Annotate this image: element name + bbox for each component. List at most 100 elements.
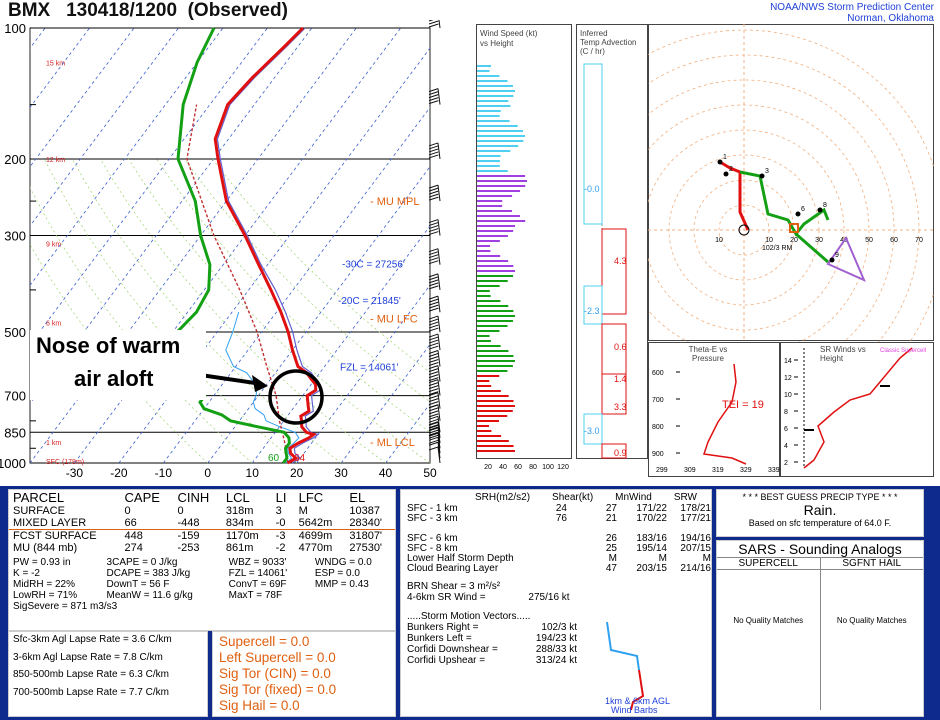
kin-cell: SFC - 6 km (407, 533, 458, 544)
barb-staff (437, 392, 441, 409)
kin-cell: 26 (605, 533, 617, 544)
barb-flag (428, 257, 439, 262)
barb-flag (428, 100, 439, 105)
kin-cell (567, 523, 617, 533)
barb-staff (438, 20, 441, 29)
parcel-cell: 31807' (349, 530, 383, 542)
kin-cell: 25 (605, 543, 617, 554)
pressure-label-100: 100 (4, 21, 26, 36)
barb-flag (428, 231, 439, 236)
barb-flag (428, 151, 439, 156)
isotherm (296, 284, 430, 463)
severe-index: Sig Tor (fixed) = 0.0 (219, 682, 337, 697)
kin-cell: Lower Half Storm Depth (407, 553, 514, 564)
height-label: 1 km (46, 440, 61, 447)
hodo-level-label: 2 (729, 166, 733, 173)
sr-winds-title: SR Winds vs Height (820, 345, 866, 363)
kin-cell: 76 (555, 513, 567, 524)
parcel-stat-cell: DownT = 56 F (106, 579, 170, 590)
hodo-tick: 20 (790, 237, 798, 244)
severe-index: Left Supercell = 0.0 (219, 650, 336, 665)
barb-flag (428, 436, 439, 441)
barb-staff (437, 185, 441, 202)
barb-flag (428, 282, 439, 287)
kin-cell: 203/15 (636, 563, 667, 574)
parcel-stat-cell: MaxT = 78F (228, 590, 283, 601)
barb-flag (428, 401, 439, 406)
dcape-label1: 60 (268, 453, 280, 464)
barb-flag (428, 391, 439, 396)
temp-tick-30: 30 (334, 466, 348, 480)
dry-adiabat (30, 243, 209, 463)
barb-flag (428, 368, 439, 373)
storm-vector-cell: 288/33 kt (535, 644, 577, 655)
parcel-stat-cell: K = -2 (13, 568, 40, 579)
barb-flag (428, 273, 439, 278)
wind-speed-title: Wind Speed (kt) vs Height (480, 29, 538, 48)
pressure-label-300: 300 (4, 229, 26, 244)
thetae-ylabel: 700 (652, 397, 664, 404)
barb-flag (428, 424, 439, 429)
storm-vector: Bunkers Right = 102/3 kt (407, 622, 577, 633)
ws-tick: 40 (499, 464, 507, 471)
barb-flag (428, 339, 439, 344)
annotation-line1: Nose of warm (36, 333, 180, 358)
advection-bar (583, 413, 603, 445)
parcel-header-cell: PARCEL (13, 490, 65, 505)
barb-flag (428, 248, 439, 253)
advection-bars: -0.0 4.3 -2.3 0.6 1.4 3.3 -3.0 0.9 (583, 63, 627, 459)
sigsevere: SigSevere = 871 m3/s3 (13, 601, 118, 612)
parcel-cell: 861m (225, 542, 254, 554)
height-label: SFC (178m) (46, 459, 84, 466)
wind-speed-bars (477, 65, 527, 452)
isotherm (0, 28, 1, 463)
dry-adiabat (100, 158, 386, 463)
parcel-cell: -0 (275, 517, 286, 529)
barb-flag (428, 154, 439, 159)
parcel-stat-cell: MidRH = 22% (13, 579, 75, 590)
advection-label: -0.0 (584, 184, 600, 194)
sars-columns: SUPERCELL SGFNT HAIL (717, 558, 923, 570)
srw-line (803, 347, 913, 469)
warm-nose-circle (268, 369, 324, 425)
hodo-rm-label: 102/3 RM (762, 245, 793, 252)
barb-flag (428, 371, 439, 376)
hodo-point (717, 159, 723, 165)
hodo-point (829, 257, 835, 263)
height-label: 15 km (46, 60, 65, 67)
sr46: 4-6km SR Wind = 275/16 kt (407, 592, 705, 603)
annotation-bg (30, 330, 206, 400)
kin-cell: SFC - 1 km (407, 503, 458, 514)
parcel-cell: -159 (177, 530, 200, 542)
hodo-tick: 60 (890, 237, 898, 244)
skewt-labels: - MU MPL - MU LFC - ML LCL -30C = 27256' -20… (268, 196, 420, 464)
sars-box: SARS - Sounding Analogs SUPERCELL SGFNT … (716, 540, 924, 717)
ws-tick: 100 (542, 464, 554, 471)
barb-flag (428, 429, 439, 434)
isotherm (340, 343, 430, 463)
annotation-line2: air aloft (74, 366, 154, 391)
kin-cell: 170/22 (636, 513, 667, 524)
barb-flag (428, 295, 439, 300)
kin-cell (407, 523, 527, 533)
barb-flag (428, 184, 439, 189)
sr-winds-panel: SR Winds vs Height 2 4 6 8 10 12 14 Classic Supe… (780, 342, 934, 477)
parcel-cell: 4770m (298, 542, 333, 554)
thetae-ylabel: 600 (652, 370, 664, 377)
kin-cell: SFC - 3 km (407, 513, 458, 524)
barb-flag (428, 222, 439, 227)
parcel-cell: 318m (225, 505, 254, 517)
kin-cell: 27 (605, 503, 617, 514)
hodo-point (759, 173, 765, 179)
dry-adiabat (30, 186, 253, 463)
ws-tick: 60 (514, 464, 522, 471)
hodograph-frame (648, 24, 934, 341)
parcel-row: MIXED LAYER 66 -448 834m -0 5642m 28340' (9, 517, 395, 530)
parcel-cell: 274 (124, 542, 143, 554)
hodo-level-label: 8 (823, 202, 827, 209)
parcel-stat-cell: ConvT = 69F (228, 579, 287, 590)
hodo-upper-triangle (826, 235, 866, 282)
storm-vector-cell: 102/3 kt (541, 622, 577, 633)
temp-advection-panel: Inferred Temp Advection (C / hr) -0.0 4.3 -2… (576, 24, 648, 459)
barb-flag (428, 301, 439, 306)
